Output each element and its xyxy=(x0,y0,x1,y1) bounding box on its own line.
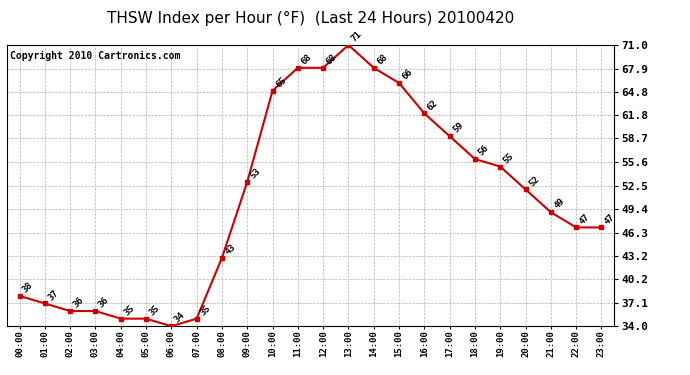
Text: 68: 68 xyxy=(375,53,389,66)
Text: 35: 35 xyxy=(148,303,161,317)
Text: 59: 59 xyxy=(451,121,465,135)
Text: THSW Index per Hour (°F)  (Last 24 Hours) 20100420: THSW Index per Hour (°F) (Last 24 Hours)… xyxy=(107,11,514,26)
Text: 47: 47 xyxy=(603,212,617,226)
Text: 68: 68 xyxy=(299,53,313,66)
Text: 36: 36 xyxy=(97,296,111,310)
Text: 34: 34 xyxy=(172,311,187,325)
Text: 56: 56 xyxy=(476,144,491,158)
Text: 66: 66 xyxy=(400,68,415,82)
Text: 55: 55 xyxy=(502,151,515,165)
Text: 53: 53 xyxy=(248,166,263,180)
Text: 52: 52 xyxy=(527,174,541,188)
Text: 38: 38 xyxy=(21,280,35,294)
Text: 71: 71 xyxy=(350,30,364,44)
Text: 49: 49 xyxy=(552,197,566,211)
Text: 35: 35 xyxy=(198,303,212,317)
Text: 68: 68 xyxy=(324,53,339,66)
Text: 37: 37 xyxy=(46,288,60,302)
Text: 62: 62 xyxy=(426,98,440,112)
Text: 35: 35 xyxy=(122,303,136,317)
Text: 43: 43 xyxy=(224,243,237,256)
Text: 47: 47 xyxy=(578,212,591,226)
Text: Copyright 2010 Cartronics.com: Copyright 2010 Cartronics.com xyxy=(10,51,180,61)
Text: 65: 65 xyxy=(274,75,288,89)
Text: 36: 36 xyxy=(72,296,86,310)
